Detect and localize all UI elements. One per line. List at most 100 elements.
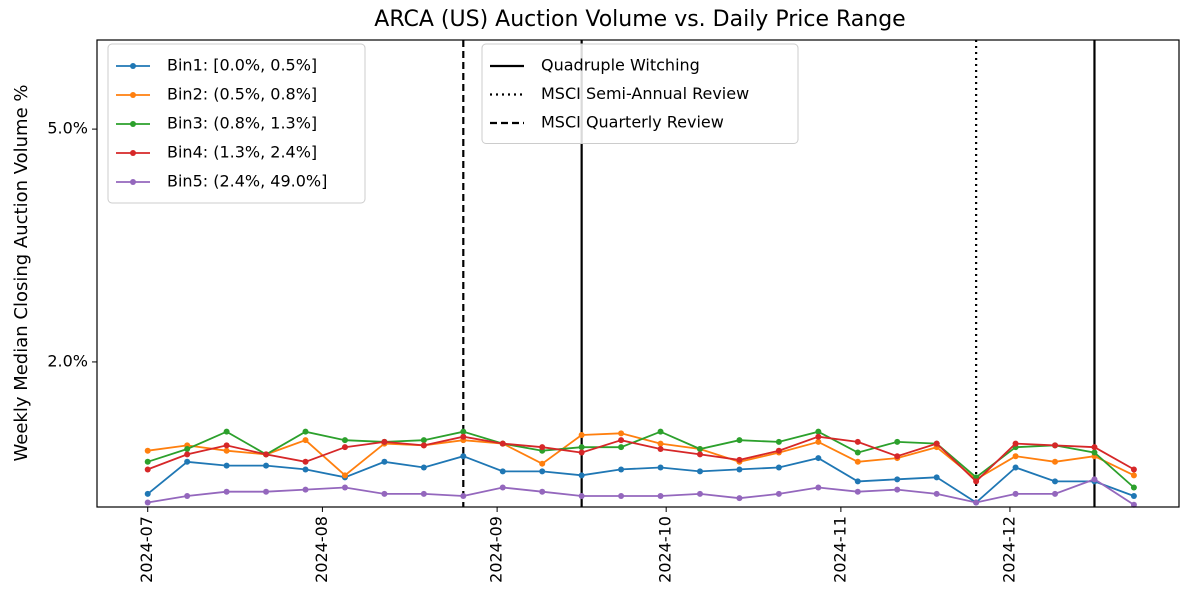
data-point (657, 492, 664, 499)
data-point (539, 444, 546, 451)
data-point (1130, 466, 1137, 473)
series-line (147, 430, 1135, 489)
legend-label: Bin1: [0.0%, 0.5%] (167, 56, 317, 75)
data-point (420, 437, 427, 444)
data-point (973, 499, 980, 506)
data-point (618, 430, 625, 437)
legend-label: MSCI Semi-Annual Review (541, 84, 749, 103)
data-point (302, 486, 309, 493)
data-point (854, 478, 861, 485)
data-point (933, 440, 940, 447)
data-point (894, 486, 901, 493)
data-point (815, 455, 822, 462)
data-point (854, 449, 861, 456)
data-point (578, 432, 585, 439)
data-point (618, 444, 625, 451)
data-point (460, 453, 467, 460)
data-point (499, 468, 506, 475)
legend-label: Quadruple Witching (541, 56, 700, 75)
data-point (539, 460, 546, 467)
data-point (815, 433, 822, 440)
data-point (381, 490, 388, 497)
data-point (1052, 490, 1059, 497)
data-point (263, 451, 270, 458)
y-tick-label: 5.0% (47, 119, 88, 138)
data-point (223, 447, 230, 454)
data-point (618, 437, 625, 444)
data-point (302, 437, 309, 444)
data-point (1052, 442, 1059, 449)
data-point (223, 462, 230, 469)
data-point (420, 490, 427, 497)
x-tick-label: 2024-12 (999, 516, 1018, 583)
data-point (144, 490, 151, 497)
legend-label: Bin3: (0.8%, 1.3%] (167, 114, 317, 133)
x-tick-label: 2024-09 (487, 516, 506, 583)
x-tick-label: 2024-07 (137, 516, 156, 583)
data-point (578, 492, 585, 499)
data-point (263, 462, 270, 469)
legend-marker (130, 63, 136, 69)
data-point (341, 484, 348, 491)
x-tick-label: 2024-11 (830, 516, 849, 583)
data-point (775, 447, 782, 454)
data-point (460, 428, 467, 435)
data-point (1012, 490, 1019, 497)
data-point (1130, 472, 1137, 479)
data-point (775, 464, 782, 471)
data-point (894, 453, 901, 460)
data-point (696, 451, 703, 458)
data-point (933, 490, 940, 497)
data-point (854, 458, 861, 465)
data-point (696, 490, 703, 497)
data-point (302, 428, 309, 435)
data-point (184, 458, 191, 465)
data-point (223, 442, 230, 449)
data-point (578, 472, 585, 479)
legend: Bin1: [0.0%, 0.5%] Bin2: (0.5%, 0.8%] Bin3… (107, 43, 366, 204)
data-point (341, 472, 348, 479)
data-point (1091, 449, 1098, 456)
data-point (657, 464, 664, 471)
legend-box (107, 43, 366, 204)
data-point (381, 438, 388, 445)
data-point (815, 428, 822, 435)
data-point (1012, 440, 1019, 447)
data-point (381, 458, 388, 465)
data-point (815, 438, 822, 445)
data-point (736, 456, 743, 463)
legend-marker (130, 121, 136, 127)
data-point (1012, 464, 1019, 471)
data-point (894, 438, 901, 445)
data-point (1091, 444, 1098, 451)
data-point (618, 466, 625, 473)
data-point (539, 488, 546, 495)
legend-label: MSCI Quarterly Review (541, 113, 724, 132)
data-point (1052, 478, 1059, 485)
data-point (736, 437, 743, 444)
data-point (933, 474, 940, 481)
data-point (1130, 492, 1137, 499)
data-point (657, 445, 664, 452)
legend-marker (130, 150, 136, 156)
event-legend: Quadruple Witching MSCI Semi-Annual Revie… (481, 43, 799, 144)
series-line (147, 455, 1135, 504)
data-point (539, 468, 546, 475)
data-point (223, 488, 230, 495)
legend-label: Bin2: (0.5%, 0.8%] (167, 85, 317, 104)
data-point (578, 449, 585, 456)
chart-title: ARCA (US) Auction Volume vs. Daily Price… (374, 7, 905, 32)
data-point (736, 466, 743, 473)
data-point (460, 433, 467, 440)
data-point (1012, 453, 1019, 460)
data-point (302, 466, 309, 473)
data-point (854, 488, 861, 495)
legend-marker (130, 179, 136, 185)
series-line (147, 478, 1135, 506)
data-point (144, 499, 151, 506)
x-tick-label: 2024-10 (656, 516, 675, 583)
x-tick-label: 2024-08 (312, 516, 331, 583)
data-point (775, 438, 782, 445)
legend-box (481, 43, 799, 144)
